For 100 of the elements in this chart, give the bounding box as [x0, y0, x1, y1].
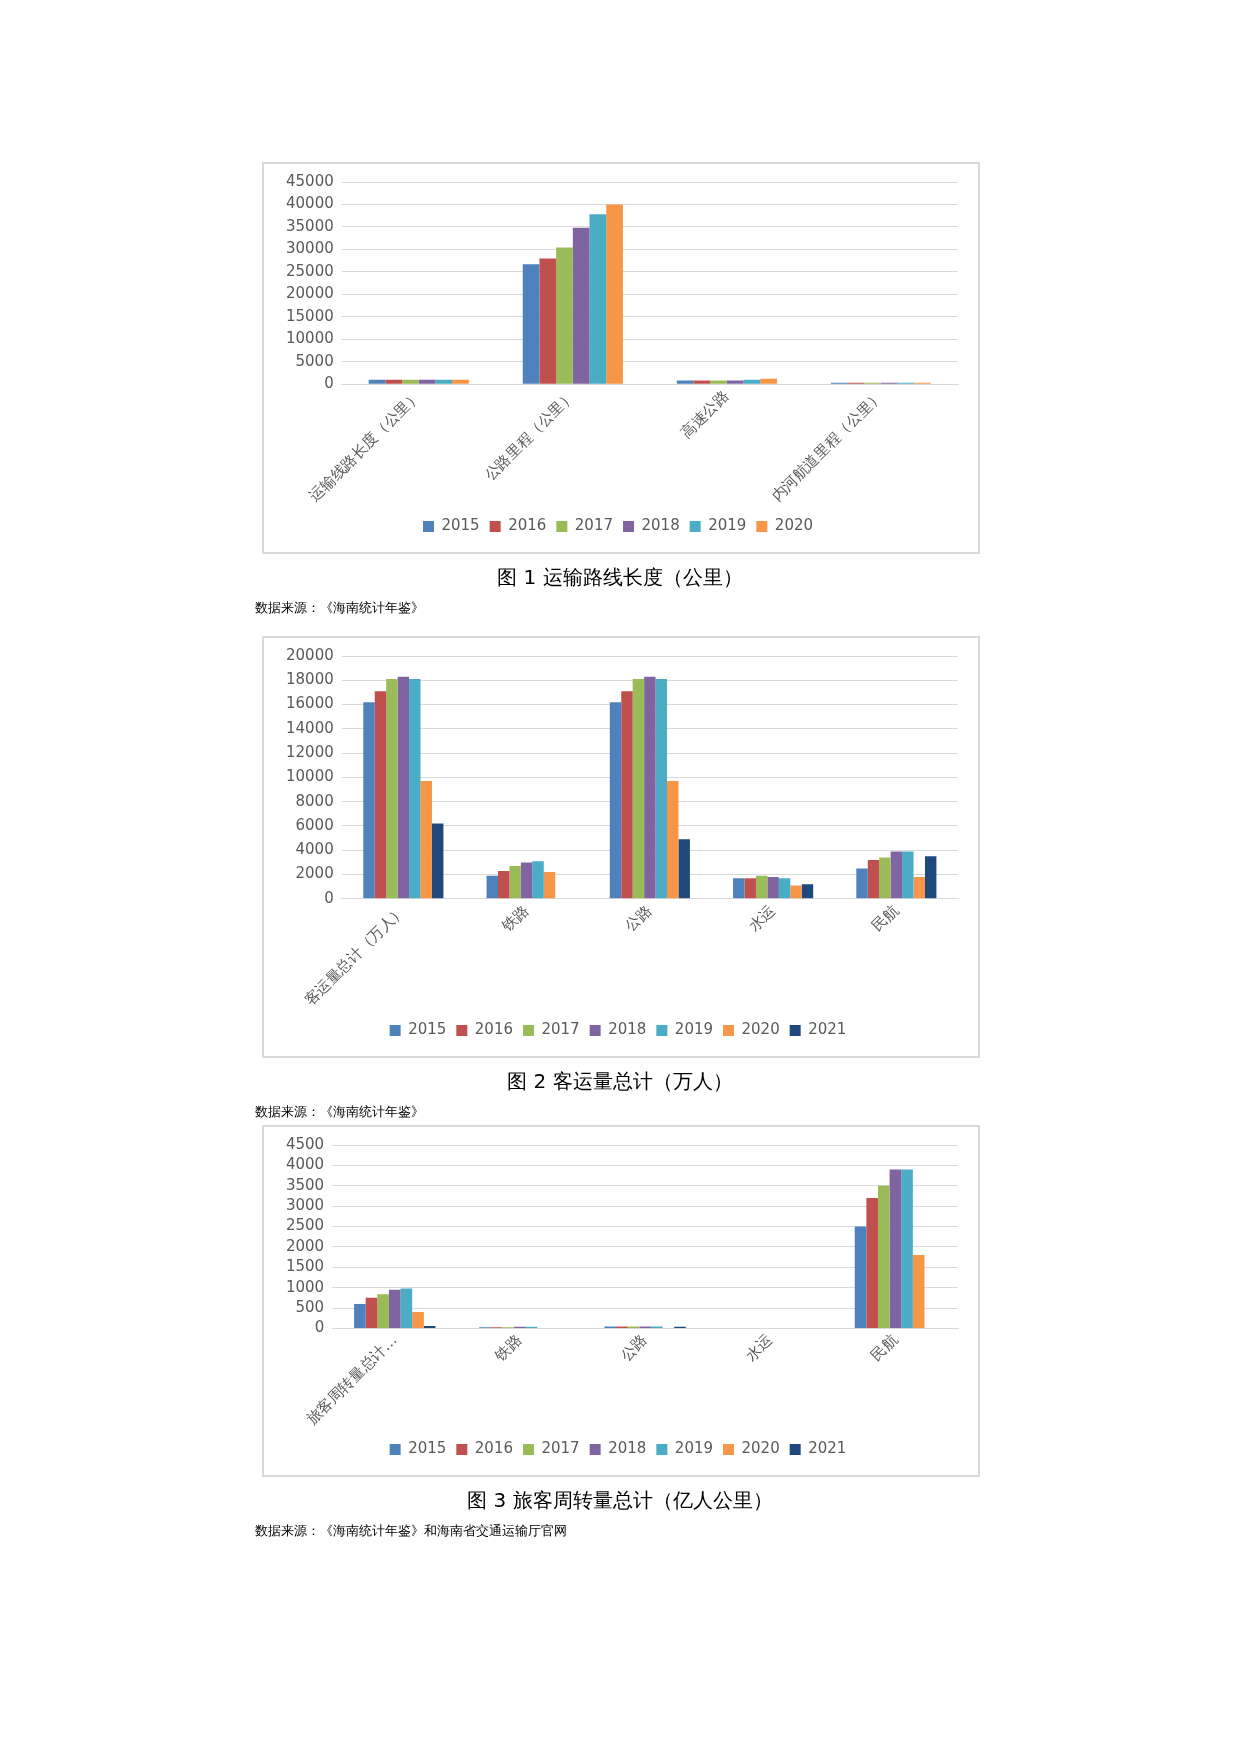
bar — [667, 781, 679, 899]
bar — [435, 379, 453, 384]
legend-label: 2021 — [808, 1439, 847, 1458]
x-tick-label: 水运 — [741, 1330, 776, 1365]
bar — [924, 856, 937, 899]
legend-label: 2018 — [608, 1020, 647, 1039]
y-tick-label: 14000 — [286, 718, 334, 737]
bar — [693, 380, 711, 384]
y-tick-label: 30000 — [286, 239, 334, 258]
y-tick-label: 8000 — [295, 791, 334, 810]
legend-label: 2015 — [441, 516, 480, 535]
legend-label: 2016 — [474, 1020, 513, 1039]
bar — [452, 379, 469, 384]
bar — [621, 691, 633, 899]
bar — [902, 851, 914, 899]
bar — [676, 380, 694, 384]
x-tick-label: 公路里程（公里） — [480, 386, 579, 484]
legend-label: 2017 — [541, 1020, 580, 1039]
y-tick-label: 12000 — [286, 743, 334, 762]
bar — [609, 702, 622, 899]
y-tick-label: 45000 — [286, 171, 334, 190]
bar — [520, 862, 533, 899]
bar — [363, 702, 375, 899]
bar — [572, 227, 590, 384]
bar — [509, 866, 521, 899]
y-tick-label: 20000 — [286, 284, 334, 303]
bar — [879, 857, 891, 899]
bar — [901, 1169, 913, 1328]
bar — [632, 679, 645, 899]
y-tick-label: 0 — [314, 1318, 325, 1337]
bar — [760, 378, 777, 384]
y-tick-label: 5000 — [295, 351, 334, 370]
bar — [365, 1297, 378, 1328]
y-tick-label: 40000 — [286, 194, 334, 213]
legend-label: 2020 — [774, 516, 814, 535]
legend-label: 2019 — [708, 516, 747, 535]
bar — [890, 851, 903, 899]
legend-label: 2015 — [408, 1020, 447, 1039]
y-tick-label: 15000 — [286, 306, 334, 325]
bar — [377, 1294, 389, 1328]
bar — [678, 839, 690, 899]
y-tick-label: 10000 — [286, 329, 334, 348]
x-tick-label: 水运 — [744, 901, 779, 935]
bar — [385, 379, 403, 384]
legend-label: 2021 — [808, 1020, 847, 1039]
bar — [867, 859, 880, 899]
y-tick-label: 3500 — [285, 1175, 325, 1194]
y-tick-label: 6000 — [295, 815, 334, 834]
y-tick-label: 1500 — [285, 1257, 325, 1276]
legend-label: 2019 — [674, 1020, 714, 1039]
bar — [556, 247, 573, 384]
text: 图 2 客运量总计（万人） — [506, 1068, 734, 1095]
legend-label: 2017 — [541, 1439, 580, 1458]
legend-label: 2015 — [408, 1439, 447, 1458]
bar — [409, 679, 421, 899]
bar — [400, 1288, 413, 1328]
bar — [418, 379, 436, 384]
legend-label: 2020 — [741, 1439, 780, 1458]
bar — [532, 861, 544, 899]
bar — [431, 823, 444, 899]
bar — [522, 264, 540, 384]
source-note: 数据来源：《海南统计年鉴》和海南省交通运输厅官网 — [255, 1522, 568, 1540]
y-tick-label: 35000 — [286, 216, 334, 235]
bar — [397, 676, 410, 899]
legend-label: 2017 — [574, 516, 614, 535]
bar — [767, 876, 779, 899]
bar — [374, 691, 387, 899]
bar — [790, 885, 802, 899]
bar — [412, 1312, 424, 1328]
y-tick-label: 0 — [324, 888, 334, 907]
bar — [778, 878, 791, 899]
y-tick-label: 2000 — [295, 864, 334, 883]
x-tick-label: 铁路 — [497, 901, 533, 936]
bar — [644, 676, 656, 899]
bar — [856, 868, 868, 899]
bar — [497, 870, 510, 899]
bar — [854, 1226, 867, 1328]
bar — [733, 878, 745, 899]
y-tick-label: 3000 — [285, 1196, 325, 1215]
y-tick-label: 25000 — [286, 261, 334, 280]
bar — [386, 679, 398, 899]
y-tick-label: 10000 — [286, 767, 334, 786]
x-tick-label: 民航 — [867, 1330, 901, 1365]
bar — [710, 380, 727, 384]
text: 图 3 旅客周转量总计（亿人公里） — [466, 1487, 774, 1514]
y-tick-label: 4000 — [295, 840, 334, 859]
bar — [866, 1197, 878, 1328]
x-tick-label: 公路 — [621, 901, 656, 935]
bar — [388, 1289, 401, 1328]
y-tick-label: 16000 — [286, 694, 334, 713]
legend-label: 2019 — [674, 1439, 714, 1458]
bar — [606, 204, 623, 384]
legend-label: 2020 — [741, 1020, 780, 1039]
bar — [368, 379, 386, 384]
bar — [912, 1255, 925, 1328]
bar — [354, 1303, 366, 1328]
y-tick-label: 4000 — [285, 1155, 325, 1174]
bar — [913, 876, 925, 899]
bar — [744, 878, 756, 899]
y-tick-label: 20000 — [286, 645, 334, 664]
